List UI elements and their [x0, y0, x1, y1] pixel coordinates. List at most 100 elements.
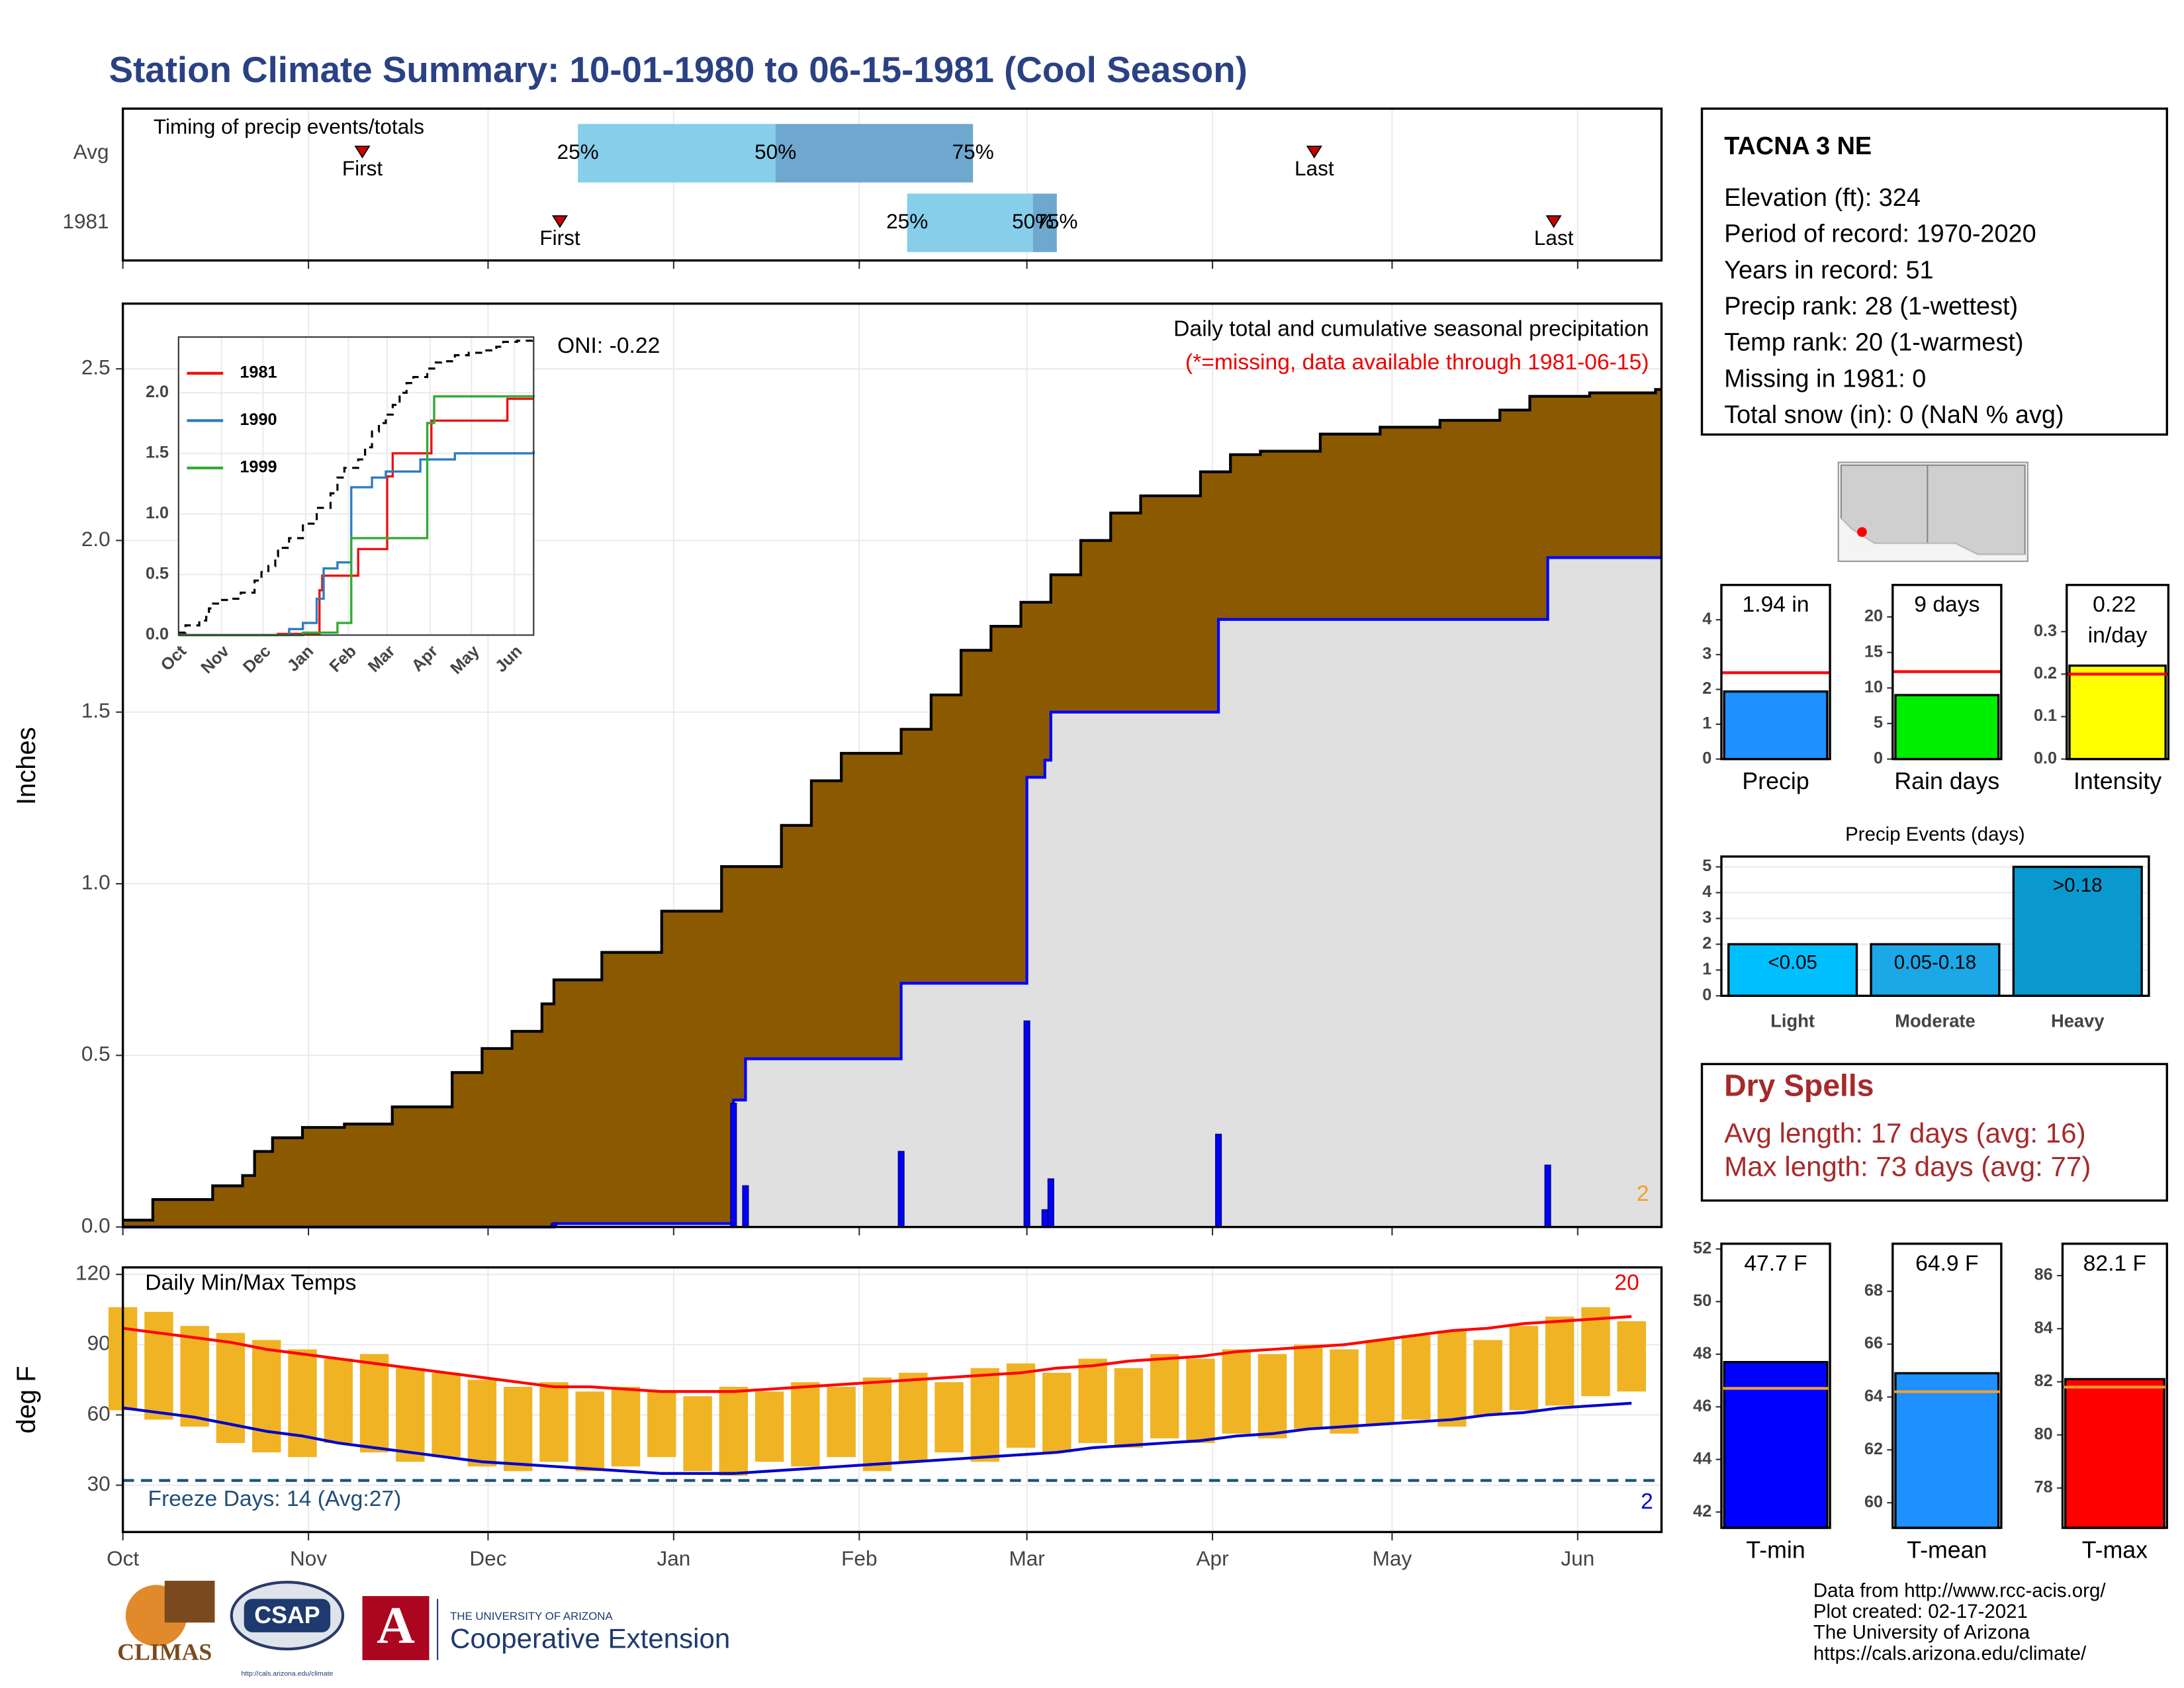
info-line: Missing in 1981: 0	[1724, 365, 1926, 393]
temp-range-bar	[1509, 1326, 1539, 1411]
temp-range-bar	[467, 1380, 497, 1467]
temp-range-bar	[683, 1396, 712, 1472]
ua-letter: A	[377, 1597, 415, 1655]
x-tick-label: Oct	[107, 1546, 139, 1570]
quartile-bar	[907, 193, 1033, 252]
temp-range-bar	[288, 1349, 317, 1458]
daily-bar	[1215, 1133, 1222, 1228]
annotation: ONI: -0.22	[557, 334, 660, 358]
temp-range-bar	[899, 1372, 928, 1462]
location-map	[1837, 461, 2028, 562]
avg-min-line	[122, 1401, 1632, 1476]
category-label: T-max	[2082, 1536, 2148, 1563]
temp-range-bar	[539, 1382, 569, 1462]
panel-frame	[1720, 1243, 1831, 1529]
dry-spells-box	[1700, 1062, 2168, 1202]
temp-range-bar	[1401, 1335, 1431, 1420]
y-tick-label: 48	[1693, 1344, 1711, 1362]
category-label: Moderate	[1895, 1011, 1976, 1031]
bar	[2068, 664, 2167, 761]
y-tick-label: 10	[1864, 678, 1883, 696]
y-tick-label: 4	[1702, 610, 1711, 628]
y-tick-label: 4	[1702, 882, 1711, 901]
event-marker	[551, 215, 569, 228]
y-tick-label: 0.2	[2034, 664, 2057, 682]
daily-bar	[1544, 1164, 1551, 1228]
temp-range-bar	[1545, 1316, 1574, 1406]
y-tick-label: 0.1	[2034, 706, 2057, 725]
quartile-bar	[1032, 193, 1057, 252]
y-tick-label: 0	[1874, 749, 1883, 767]
quartile-bar	[578, 124, 776, 183]
x-tick-label: Jun	[1561, 1546, 1594, 1570]
temp-range-bar	[1294, 1344, 1323, 1429]
y-tick-label: 66	[1864, 1334, 1883, 1352]
temp-range-bar	[1257, 1354, 1287, 1438]
x-tick-label: Nov	[290, 1546, 327, 1570]
event-marker	[1306, 146, 1322, 159]
temp-range-bar	[180, 1326, 209, 1427]
legend-label: 1999	[240, 458, 277, 477]
temp-range-bar	[1617, 1321, 1646, 1392]
panel-title: Daily Min/Max Temps	[145, 1271, 356, 1295]
info-line: Temp rank: 20 (1-warmest)	[1724, 329, 2023, 357]
temp-range-bar	[432, 1372, 461, 1458]
event-label: Last	[1295, 156, 1334, 180]
y-tick-label: 68	[1864, 1281, 1883, 1299]
panel-frame	[121, 1266, 1663, 1534]
csap-url: http://cals.arizona.edu/climate	[241, 1670, 333, 1678]
y-tick-label: 120	[75, 1261, 111, 1285]
y-tick-label: 5	[1874, 714, 1883, 732]
y-tick-label: 1.0	[81, 870, 111, 894]
x-tick-label: Jan	[657, 1546, 690, 1570]
y-axis-title: deg F	[12, 1366, 41, 1433]
temp-range-bar	[359, 1354, 389, 1453]
bar	[1727, 943, 1858, 998]
bar	[2064, 1378, 2165, 1529]
temp-range-bar	[1330, 1349, 1359, 1434]
panel-frame	[1891, 1243, 2003, 1529]
ua-name: THE UNIVERSITY OF ARIZONA	[450, 1610, 613, 1622]
event-label: Last	[1534, 226, 1574, 250]
temp-range-bar	[1437, 1331, 1467, 1427]
panel-frame	[121, 107, 1663, 262]
y-tick-label: 20	[1864, 607, 1883, 626]
x-tick-label: May	[1373, 1546, 1412, 1570]
quartile-label: 75%	[1036, 209, 1077, 233]
y-tick-label: 2.0	[81, 527, 111, 551]
row-label: Avg	[73, 140, 109, 164]
panel-frame	[2066, 583, 2170, 761]
dry-spells-line: Max length: 73 days (avg: 77)	[1724, 1150, 2091, 1182]
row-label: 1981	[62, 209, 109, 233]
quartile-label: 25%	[557, 140, 599, 164]
footer-line: Plot created: 02-17-2021	[1813, 1601, 2028, 1622]
temp-range-bar	[575, 1391, 604, 1472]
x-tick-label: Mar	[1009, 1546, 1044, 1570]
inset-frame	[177, 336, 535, 636]
timing-title: Timing of precip events/totals	[154, 115, 424, 138]
bar	[1870, 943, 2001, 998]
value-label: 0.22 in/day	[2088, 592, 2148, 647]
y-tick-label: 80	[2034, 1425, 2053, 1443]
temp-range-bar	[791, 1382, 820, 1467]
event-marker	[354, 146, 371, 159]
y-tick-label: 1	[1702, 960, 1711, 978]
daily-bar	[730, 1103, 737, 1228]
average-line	[178, 339, 533, 634]
temp-range-bar	[647, 1391, 676, 1458]
temp-range-bar	[1581, 1307, 1610, 1397]
panel-title: Precip Events (days)	[1845, 823, 2025, 845]
value-label: 47.7 F	[1744, 1251, 1807, 1276]
info-line: Elevation (ft): 324	[1724, 184, 1921, 212]
logos: CLIMAS CSAP http://cals.arizona.edu/clim…	[117, 1580, 730, 1678]
value-label: >0.18	[2053, 874, 2103, 896]
ua-emblem	[362, 1596, 430, 1660]
panel-frame	[1720, 583, 1831, 761]
y-tick-label: 52	[1693, 1239, 1711, 1257]
y-tick-label: 50	[1693, 1291, 1711, 1310]
info-line: Years in record: 51	[1724, 256, 1933, 284]
y-tick-label: 2	[1702, 679, 1711, 698]
bar	[2012, 865, 2143, 998]
y-tick-label: 0.5	[81, 1042, 111, 1066]
